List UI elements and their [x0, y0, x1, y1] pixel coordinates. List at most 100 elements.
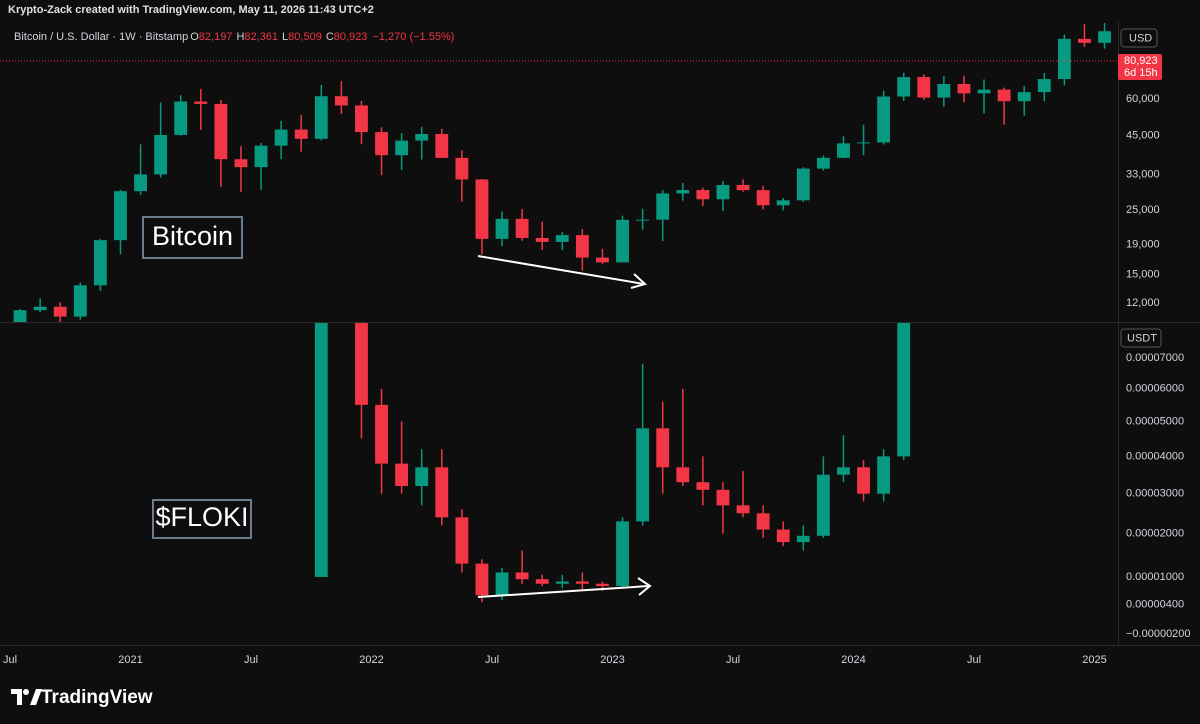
candle-body [455, 517, 469, 564]
y-tick-label: 0.00007000 [1126, 352, 1184, 364]
bitcoin-pane [13, 22, 1111, 322]
x-tick-label: Jul [726, 654, 740, 666]
candle-body [535, 579, 549, 584]
candle-body [1057, 38, 1071, 80]
x-tick-label: 2022 [359, 654, 383, 666]
y-tick-label: 33,000 [1126, 169, 1160, 181]
candle-body [575, 581, 589, 584]
x-tick-label: Jul [967, 654, 981, 666]
legend-key: C [326, 31, 334, 43]
candle-body [897, 77, 911, 97]
candle-body [957, 84, 971, 94]
candle-body [334, 96, 348, 106]
candle-body [535, 237, 549, 242]
candle-body [435, 467, 449, 518]
candle-body [395, 140, 409, 156]
candle-body [596, 257, 609, 263]
currency-box [1120, 328, 1162, 348]
candle-body [1078, 38, 1091, 43]
y-tick-label: 12,000 [1126, 297, 1160, 309]
candle-body [475, 563, 489, 596]
candle-body [877, 96, 891, 143]
candle-body [294, 129, 308, 139]
legend-value: 80,923 [334, 31, 368, 43]
candle-body [736, 505, 750, 514]
candle-body [375, 132, 388, 156]
candle-body [314, 323, 328, 577]
candle-body [716, 489, 730, 506]
y-tick-label: 0.00005000 [1126, 415, 1184, 427]
legend-change: −1,270 (−1.55%) [372, 31, 454, 43]
candle-body [214, 103, 228, 160]
legend-key: L [282, 31, 288, 43]
candle-body [837, 143, 850, 158]
candle-body [415, 134, 429, 141]
candle-body [395, 463, 409, 486]
candle-body [616, 521, 629, 587]
x-tick-label: Jul [3, 654, 17, 666]
x-tick-label: Jul [485, 654, 499, 666]
candle-body [656, 428, 670, 468]
legend-value: 82,361 [244, 31, 278, 43]
candle-body [937, 84, 951, 98]
candle-body [314, 96, 328, 139]
candle-body [114, 191, 127, 241]
floki-pane [314, 323, 911, 603]
candle-body [816, 474, 830, 536]
candle-body [495, 572, 509, 596]
candle-body [696, 190, 710, 200]
candle-body [756, 513, 770, 530]
annotation: $FLOKI [155, 502, 248, 532]
y-tick-label: 0.00002000 [1126, 528, 1184, 540]
candle-body [355, 323, 368, 405]
currency: USDT [1127, 332, 1157, 344]
price-tag-label: 80,923 [1124, 55, 1158, 67]
y-tick-label: 45,000 [1126, 129, 1160, 141]
candle-body [455, 157, 469, 180]
candle-body [194, 101, 208, 104]
y-tick-label: 0.00004000 [1126, 450, 1184, 462]
candle-body [93, 240, 107, 286]
candle-body [636, 219, 650, 221]
candle-body [816, 157, 830, 169]
candle-body [435, 134, 449, 158]
candle-body [33, 306, 47, 311]
brand: TradingView [41, 687, 153, 708]
candle-body [696, 482, 710, 490]
currency-box [1120, 28, 1158, 48]
attribution: Krypto-Zack created with TradingView.com… [8, 4, 374, 16]
candle-body [154, 134, 168, 175]
candle-body [877, 456, 891, 494]
annotation: Bitcoin [152, 221, 233, 251]
y-tick-label: 0.00001000 [1126, 571, 1184, 583]
candle-body [837, 467, 850, 475]
x-tick-label: 2024 [841, 654, 865, 666]
candle-body [616, 219, 629, 263]
arrow [477, 255, 648, 289]
candle-body [796, 168, 810, 201]
y-tick-label: 60,000 [1126, 93, 1160, 105]
annotation-box [152, 499, 252, 539]
candle-body [375, 404, 388, 464]
y-tick-label: 15,000 [1126, 269, 1160, 281]
candle-body [274, 129, 288, 146]
y-tick-label: 25,000 [1126, 204, 1160, 216]
candle-body [676, 467, 690, 483]
annotation-box [142, 216, 243, 259]
candle-body [1098, 31, 1111, 43]
candle-body [495, 218, 509, 239]
candle-body [736, 184, 750, 191]
candle-body [73, 285, 87, 317]
candle-body [13, 310, 27, 322]
legend-key: O [190, 31, 199, 43]
currency: USD [1129, 32, 1152, 44]
candle-body [415, 467, 429, 486]
legend-value: 82,197 [199, 31, 233, 43]
candle-body [716, 184, 730, 200]
candle-body [1017, 92, 1031, 102]
candle-body [596, 583, 609, 587]
candle-body [1037, 79, 1051, 93]
candle-body [857, 467, 870, 494]
